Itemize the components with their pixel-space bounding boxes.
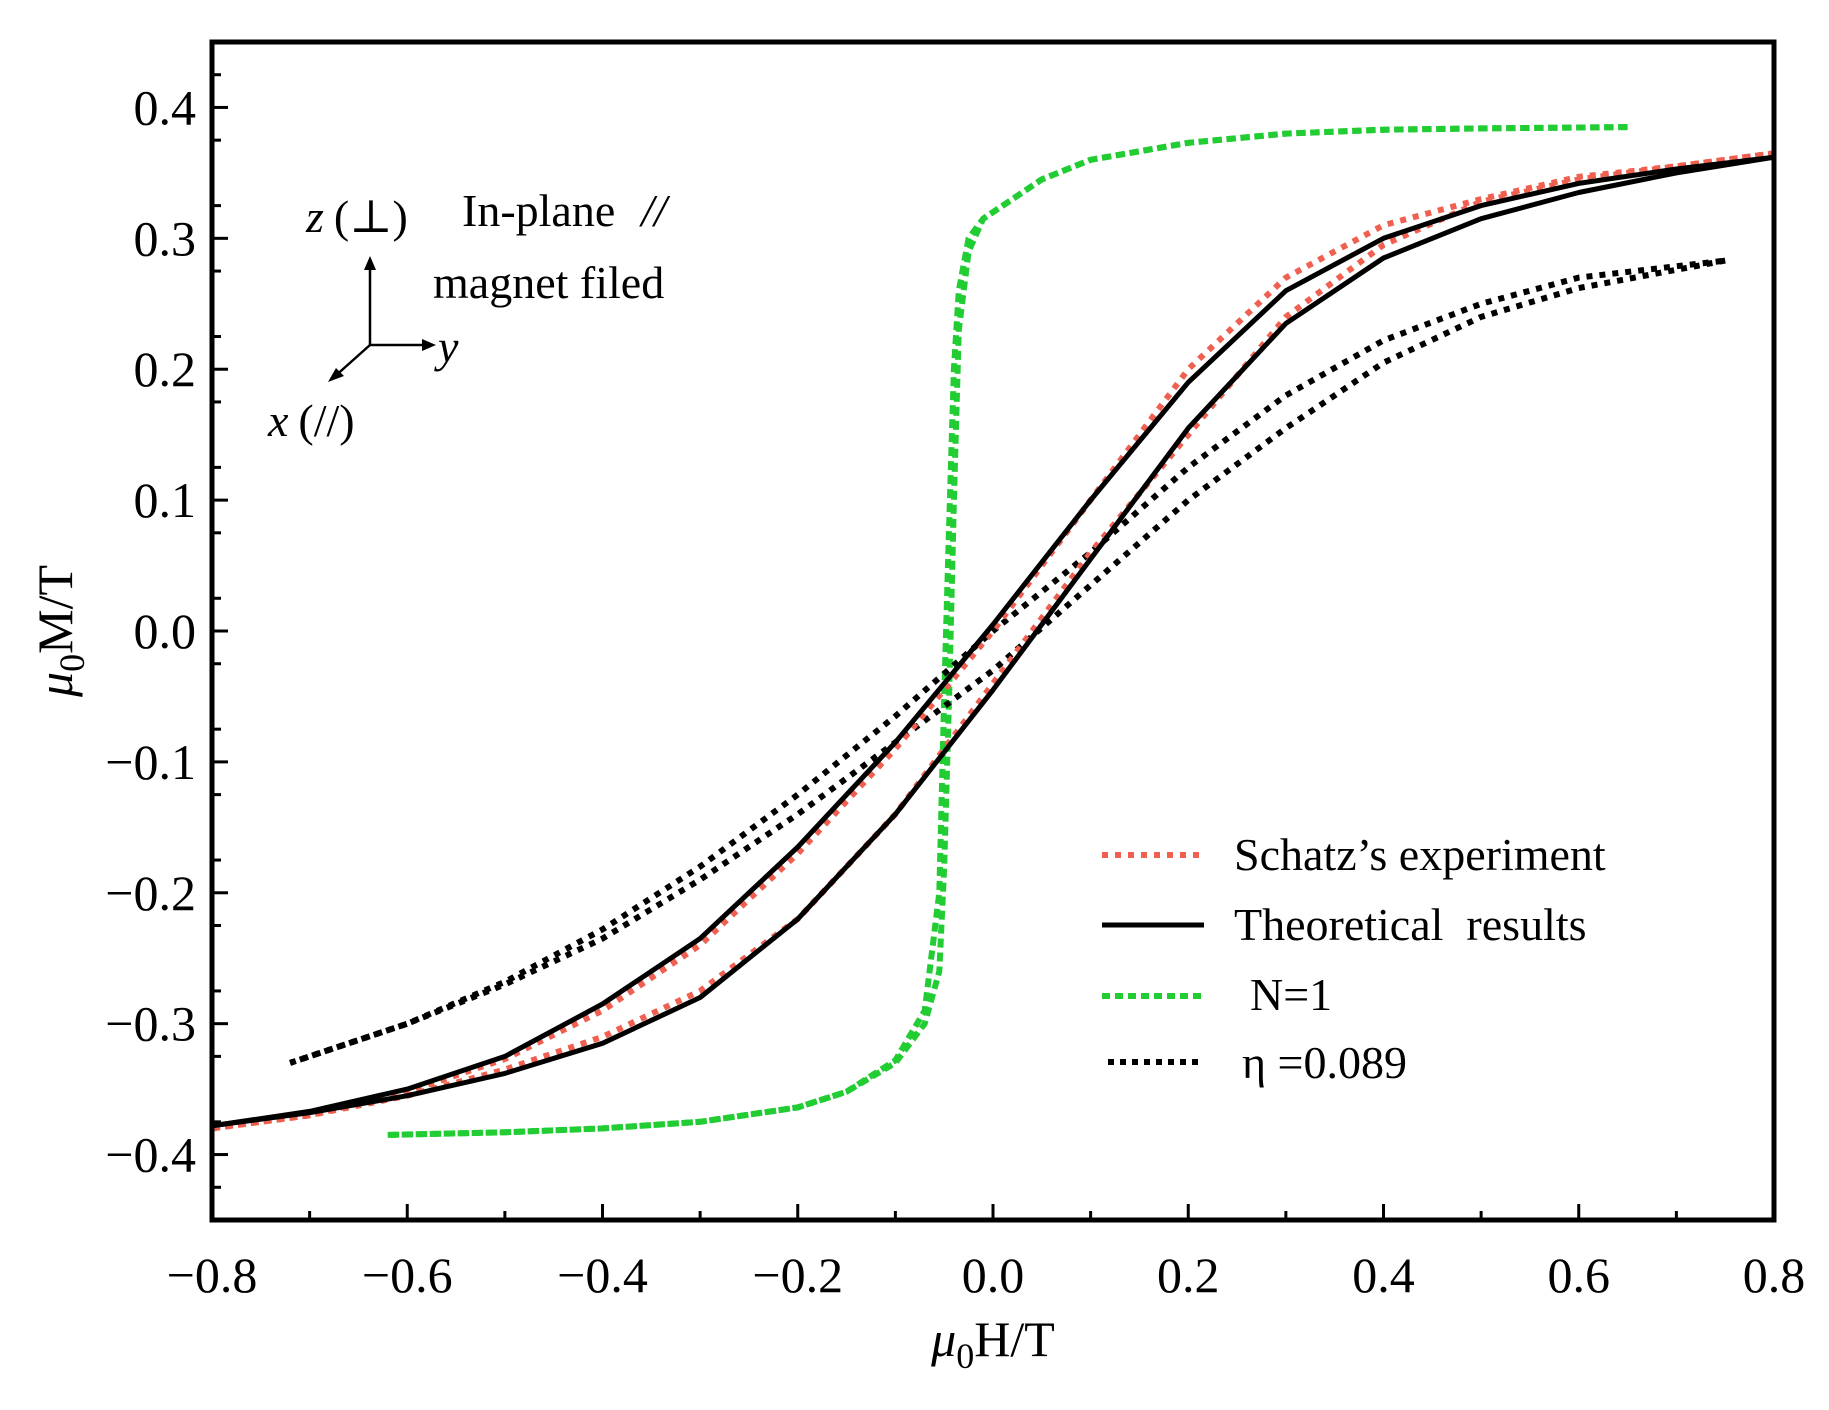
inplane-label-line2: magnet filed: [433, 257, 664, 308]
series-layer: [212, 124, 1774, 1138]
legend-label-n1: N=1: [1250, 969, 1332, 1020]
y-axis-label-annot: y: [434, 321, 459, 372]
series-line: [289, 257, 1726, 1066]
series-line: [212, 150, 1774, 1132]
series-1: [212, 154, 1774, 1129]
x-axis-title: μ0H/T: [930, 1311, 1055, 1376]
y-tick-label: 0.4: [134, 79, 197, 135]
series-0: [212, 150, 1774, 1132]
y-arrowhead: [422, 339, 436, 351]
x-tick-label: −0.6: [362, 1247, 453, 1303]
x-tick-label: 0.6: [1548, 1247, 1611, 1303]
y-tick-label: −0.1: [105, 734, 196, 790]
y-tick-label: 0.2: [134, 341, 197, 397]
series-2: [387, 124, 1628, 1138]
y-tick-label: 0.1: [134, 472, 197, 528]
legend-label-eta: η =0.089: [1242, 1037, 1407, 1088]
y-tick-label: 0.3: [134, 210, 197, 266]
axes-diagram: z (⊥) y x (//) In-plane// magnet filed: [267, 185, 671, 446]
x-tick-label: −0.4: [557, 1247, 648, 1303]
z-arrowhead: [364, 256, 376, 270]
ticks-layer: −0.8 −0.6 −0.4 −0.2 0.0 0.2 0.4 0.6 0.8 −0.4 −0.3 −…: [105, 73, 1806, 1303]
series-3: [289, 257, 1726, 1066]
y-tick-label: −0.2: [105, 865, 196, 921]
y-tick-label: −0.4: [105, 1127, 196, 1183]
y-axis-title-group: μ0M/T: [27, 565, 92, 698]
series-line: [289, 257, 1726, 1066]
x-tick-label: −0.8: [167, 1247, 258, 1303]
z-axis-label: z (⊥): [305, 191, 408, 242]
x-tick-label: −0.2: [752, 1247, 843, 1303]
x-tick-label: 0.2: [1157, 1247, 1220, 1303]
legend: Schatz’s experiment Theoretical results …: [1102, 829, 1606, 1088]
x-axis-label-annot: x (//): [267, 395, 355, 446]
legend-label-schatz: Schatz’s experiment: [1234, 829, 1606, 880]
series-line: [212, 154, 1774, 1129]
x-tick-label: 0.4: [1352, 1247, 1415, 1303]
series-line: [387, 124, 1628, 1138]
x-tick-label: 0.0: [962, 1247, 1025, 1303]
legend-label-theory: Theoretical results: [1234, 899, 1587, 950]
y-tick-label: −0.3: [105, 996, 196, 1052]
x-tick-label: 0.8: [1743, 1247, 1806, 1303]
inplane-label-line1: In-plane//: [462, 185, 671, 236]
series-line: [212, 154, 1774, 1129]
y-tick-label: 0.0: [134, 603, 197, 659]
x-arrowhead: [328, 368, 344, 382]
y-axis-title: μ0M/T: [27, 565, 92, 698]
